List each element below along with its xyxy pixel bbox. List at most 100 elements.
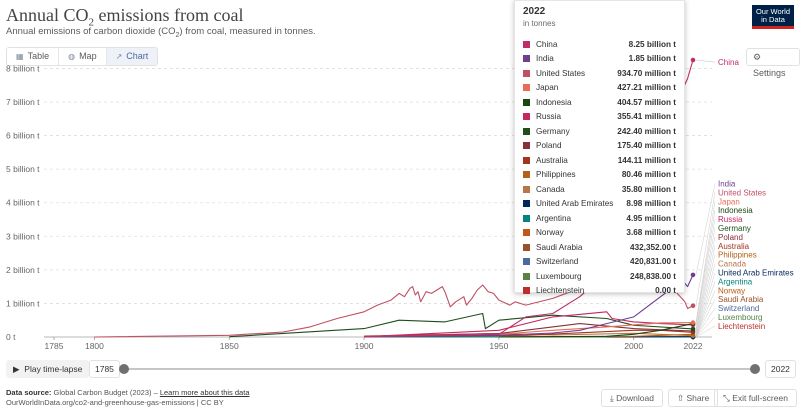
tooltip-entity-value: 248,838.00 t [630, 271, 676, 281]
y-tick-label: 2 billion t [6, 265, 40, 275]
learn-more-link[interactable]: Learn more about this data [159, 388, 250, 397]
fullscreen-label: Exit full-screen [732, 393, 788, 403]
share-button[interactable]: ⇧ Share [668, 389, 719, 407]
series-end-label: Canada [718, 260, 747, 269]
series-end-label: Australia [718, 242, 750, 251]
tooltip-swatch [523, 55, 530, 63]
timeline-track[interactable] [127, 368, 757, 370]
chart-subtitle: Annual emissions of carbon dioxide (CO2)… [6, 26, 316, 39]
end-year-box[interactable]: 2022 [765, 360, 796, 378]
y-tick-label: 4 billion t [6, 198, 40, 208]
timeline-end-handle[interactable] [750, 364, 760, 374]
tooltip-row: Liechtenstein 0.00 t [523, 284, 676, 299]
tooltip-entity-value: 355.41 million t [617, 112, 676, 122]
y-tick-label: 8 billion t [6, 63, 40, 73]
label-connector [695, 192, 716, 306]
tooltip-row: Saudi Arabia 432,352.00 t [523, 240, 676, 255]
tooltip-entity-value: 1.85 billion t [628, 54, 676, 64]
logo-line: Our World [755, 7, 791, 16]
tooltip-entity-value: 432,352.00 t [630, 242, 676, 252]
download-button[interactable]: ⤓ Download [601, 389, 663, 407]
tooltip-swatch [523, 287, 530, 295]
label-connector [695, 236, 716, 332]
y-tick-label: 6 billion t [6, 131, 40, 141]
view-tabs: ▦ Table ◍ Map ↗ Chart [6, 47, 159, 66]
label-connector [695, 316, 716, 338]
line-chart: 0 t 1 billion t 2 billion t 3 billion t 4 bi… [6, 57, 794, 351]
tooltip-entity-name: Argentina [536, 213, 572, 223]
tooltip-entity-value: 8.25 billion t [628, 39, 676, 49]
series-end-label: Japan [718, 197, 740, 206]
line-chart-icon: ↗ [115, 52, 123, 61]
tooltip-entity-value: 420,831.00 t [630, 257, 676, 267]
label-connector [695, 210, 716, 324]
start-year-box[interactable]: 1785 [89, 360, 120, 378]
share-label: Share [686, 393, 710, 403]
tooltip-swatch [523, 113, 530, 121]
tooltip-entity-name: Liechtenstein [536, 286, 585, 296]
x-tick-label: 1900 [355, 341, 374, 351]
tooltip-entity-value: 8.98 million t [626, 199, 676, 209]
tooltip-entity-value: 175.40 million t [617, 141, 676, 151]
tooltip-entity-name: Japan [536, 83, 559, 93]
tooltip-entity-name: China [536, 39, 558, 49]
source-url[interactable]: OurWorldInData.org/co2-and-greenhouse-ga… [6, 398, 224, 407]
hover-tooltip: 2022 in tonnes China 8.25 billion t India 1… [514, 0, 685, 295]
label-connector [695, 254, 716, 335]
tooltip-swatch [523, 185, 530, 193]
label-connector [695, 263, 716, 336]
x-tick-label: 2022 [684, 341, 703, 351]
tooltip-entity-name: Luxembourg [536, 271, 582, 281]
tooltip-swatch [523, 229, 530, 237]
tooltip-entity-value: 4.95 million t [626, 213, 676, 223]
tooltip-row: Luxembourg 248,838.00 t [523, 269, 676, 284]
tooltip-swatch [523, 200, 530, 208]
tooltip-entity-value: 427.21 million t [617, 83, 676, 93]
y-tick-label: 7 billion t [6, 97, 40, 107]
title-subscript: 2 [88, 16, 95, 29]
series-line [364, 274, 694, 338]
footer-source: Data source: Global Carbon Budget (2023)… [6, 388, 250, 408]
table-icon: ▦ [16, 52, 24, 61]
tooltip-entity-name: Switzerland [536, 257, 579, 267]
series-end-label: Germany [718, 224, 751, 233]
tooltip-entity-name: Indonesia [536, 97, 572, 107]
play-timelapse-button[interactable]: ▶ Play time-lapse [6, 360, 90, 378]
tooltip-unit: in tonnes [523, 19, 556, 28]
tooltip-entity-name: United States [536, 68, 586, 78]
tooltip-row: Canada 35.80 million t [523, 182, 676, 197]
label-connector [695, 325, 716, 338]
series-end-label: Norway [718, 286, 745, 295]
tooltip-row: Russia 355.41 million t [523, 110, 676, 125]
title-part: Annual CO [6, 5, 89, 25]
tooltip-entity-name: Canada [536, 184, 565, 194]
timeline-start-handle[interactable] [119, 364, 129, 374]
play-label: Play time-lapse [24, 364, 83, 374]
tooltip-row: Indonesia 404.57 million t [523, 95, 676, 110]
tooltip-row: Poland 175.40 million t [523, 139, 676, 154]
series-end-point [690, 57, 696, 63]
tab-map[interactable]: ◍ Map [59, 48, 107, 65]
tooltip-entity-name: Saudi Arabia [536, 242, 583, 252]
tab-label: Table [27, 51, 50, 61]
tooltip-entity-value: 934.70 million t [617, 68, 676, 78]
label-connector [695, 183, 716, 275]
series-end-label: United States [718, 188, 766, 197]
tab-table[interactable]: ▦ Table [7, 48, 60, 65]
tooltip-swatch [523, 84, 530, 92]
tooltip-swatch [523, 214, 530, 222]
series-end-point [690, 320, 696, 325]
series-end-label: United Arab Emirates [718, 269, 794, 278]
tab-label: Chart [126, 51, 149, 61]
owid-logo[interactable]: Our World in Data [752, 5, 794, 29]
tooltip-entity-name: Philippines [536, 170, 576, 180]
tooltip-rows: China 8.25 billion t India 1.85 billion t Un… [523, 37, 676, 298]
series-end-label: Liechtenstein [718, 322, 765, 331]
tab-chart[interactable]: ↗ Chart [106, 48, 158, 65]
tooltip-entity-value: 404.57 million t [617, 97, 676, 107]
subtitle-part: ) from coal, measured in tonnes. [179, 26, 316, 37]
series-end-label: Luxembourg [718, 313, 762, 322]
fullscreen-button[interactable]: ⤡ Exit full-screen [714, 389, 797, 407]
series-end-point [690, 272, 696, 278]
tooltip-entity-value: 144.11 million t [617, 155, 676, 165]
